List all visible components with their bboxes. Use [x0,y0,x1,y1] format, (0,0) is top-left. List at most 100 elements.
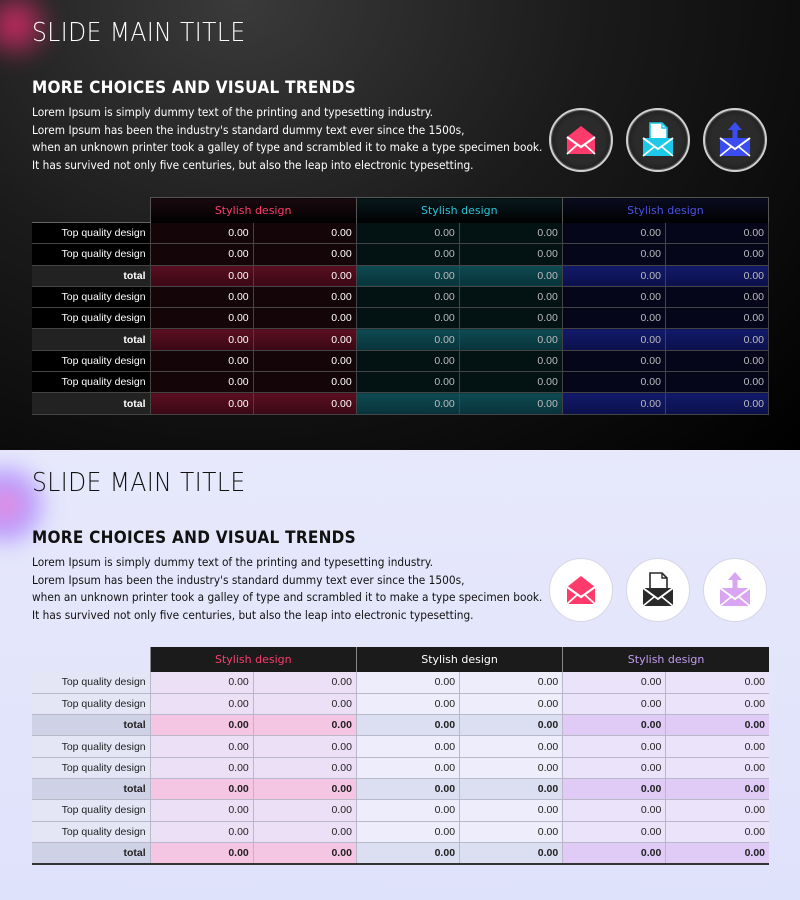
table-cell: 0.00 [458,243,563,266]
table-cell: 0.00 [664,392,770,415]
table-cell: 0.00 [664,265,770,287]
slide-subtitle: MORE CHOICES AND VISUAL TRENDS [32,528,356,548]
row-label: Top quality design [32,371,151,394]
table-cell: 0.00 [561,392,666,415]
table-cell: 0.00 [149,243,254,266]
corner-cell [32,197,151,223]
table-cell: 0.00 [252,735,357,758]
slide-subtitle: MORE CHOICES AND VISUAL TRENDS [32,78,356,98]
table-cell: 0.00 [664,307,770,330]
table-cell: 0.00 [665,735,769,758]
table-cell: 0.00 [149,672,254,694]
table-cell: 0.00 [149,307,254,330]
table-cell: 0.00 [252,799,357,822]
table-cell: 0.00 [562,714,666,737]
table-cell: 0.00 [665,778,769,801]
table-cell: 0.00 [664,350,770,373]
body-text: Lorem Ipsum is simply dummy text of the … [32,104,542,175]
body-line: Lorem Ipsum has been the industry's stan… [32,572,465,587]
header-row: Stylish design Stylish design Stylish desi… [32,647,769,672]
table-cell: 0.00 [665,714,769,737]
table-cell: 0.00 [665,757,769,779]
open-envelope-icon[interactable] [549,558,613,622]
table-cell: 0.00 [149,222,254,245]
table-cell: 0.00 [355,265,460,287]
envelope-upload-icon-glyph [719,572,751,607]
corner-cell [32,647,150,672]
table-cell: 0.00 [458,222,563,245]
envelope-upload-icon[interactable] [703,558,767,622]
open-envelope-icon[interactable] [549,108,613,172]
table-cell: 0.00 [149,842,254,865]
header-row: Stylish design Stylish design Stylish desi… [32,197,770,223]
row-label: Top quality design [32,799,151,822]
table-cell: 0.00 [459,672,563,694]
table-cell: 0.00 [562,672,666,694]
table-cell: 0.00 [355,222,460,245]
column-group-header: Stylish design [355,197,563,223]
table-cell: 0.00 [561,286,666,309]
row-label: Top quality design [32,243,151,266]
table-cell: 0.00 [149,371,254,394]
table-cell: 0.00 [561,307,666,330]
table-cell: 0.00 [562,693,666,716]
table-cell: 0.00 [355,757,460,779]
row-label: Top quality design [32,757,151,779]
table-row: Top quality design 0.00 0.00 0.00 0.00 0.00 0.… [32,735,769,758]
row-label: Top quality design [32,821,151,843]
table-cell: 0.00 [355,392,460,415]
table-cell: 0.00 [664,222,770,245]
envelope-upload-icon-glyph [719,122,751,157]
body-line: It has survived not only five centuries,… [32,158,474,173]
body-line: Lorem Ipsum is simply dummy text of the … [32,105,433,119]
table-cell: 0.00 [459,821,563,843]
table-cell: 0.00 [149,350,254,373]
table-cell: 0.00 [459,778,563,801]
icon-group [549,108,769,172]
table-cell: 0.00 [252,842,357,865]
table-cell: 0.00 [665,693,769,716]
table-cell: 0.00 [664,243,770,266]
table-row: Top quality design 0.00 0.00 0.00 0.00 0.00 0.… [32,286,770,309]
table-cell: 0.00 [562,757,666,779]
table-row: Top quality design 0.00 0.00 0.00 0.00 0.00 0.… [32,821,769,843]
table-cell: 0.00 [561,350,666,373]
table-row: Top quality design 0.00 0.00 0.00 0.00 0.00 0.… [32,799,769,822]
table-cell: 0.00 [252,714,357,737]
table-cell: 0.00 [458,392,563,415]
table-cell: 0.00 [459,842,563,865]
table-cell: 0.00 [355,693,460,716]
table-cell: 0.00 [665,842,769,865]
table-cell: 0.00 [458,328,563,351]
table-cell: 0.00 [355,350,460,373]
table-cell: 0.00 [252,328,357,351]
envelope-upload-icon[interactable] [703,108,767,172]
table-cell: 0.00 [561,222,666,245]
row-label: Top quality design [32,672,151,694]
table-cell: 0.00 [561,265,666,287]
table-cell: 0.00 [355,778,460,801]
table-cell: 0.00 [459,799,563,822]
body-line: Lorem Ipsum is simply dummy text of the … [32,555,433,569]
column-group-header: Stylish design [561,197,770,223]
row-label: Top quality design [32,286,151,309]
table-cell: 0.00 [149,757,254,779]
table-row: Top quality design 0.00 0.00 0.00 0.00 0.00 0.… [32,672,769,694]
open-envelope-icon-glyph [566,576,596,605]
table-cell: 0.00 [252,371,357,394]
table-cell: 0.00 [252,757,357,779]
row-label: total [32,392,151,415]
total-row: total 0.00 0.00 0.00 0.00 0.00 0.00 [32,842,769,865]
table-row: Top quality design 0.00 0.00 0.00 0.00 0.00 0.… [32,693,769,716]
table-row: Top quality design 0.00 0.00 0.00 0.00 0.00 0.… [32,222,770,245]
row-label: Top quality design [32,307,151,330]
table-cell: 0.00 [664,371,770,394]
envelope-document-icon[interactable] [626,108,690,172]
slide-title: SLIDE MAIN TITLE [32,18,246,48]
table-cell: 0.00 [458,286,563,309]
envelope-document-icon[interactable] [626,558,690,622]
column-group-header: Stylish design [355,647,563,672]
table-cell: 0.00 [252,222,357,245]
table-cell: 0.00 [459,735,563,758]
table-cell: 0.00 [458,307,563,330]
